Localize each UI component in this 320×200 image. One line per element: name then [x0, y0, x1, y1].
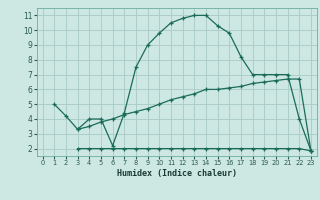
X-axis label: Humidex (Indice chaleur): Humidex (Indice chaleur): [117, 169, 237, 178]
